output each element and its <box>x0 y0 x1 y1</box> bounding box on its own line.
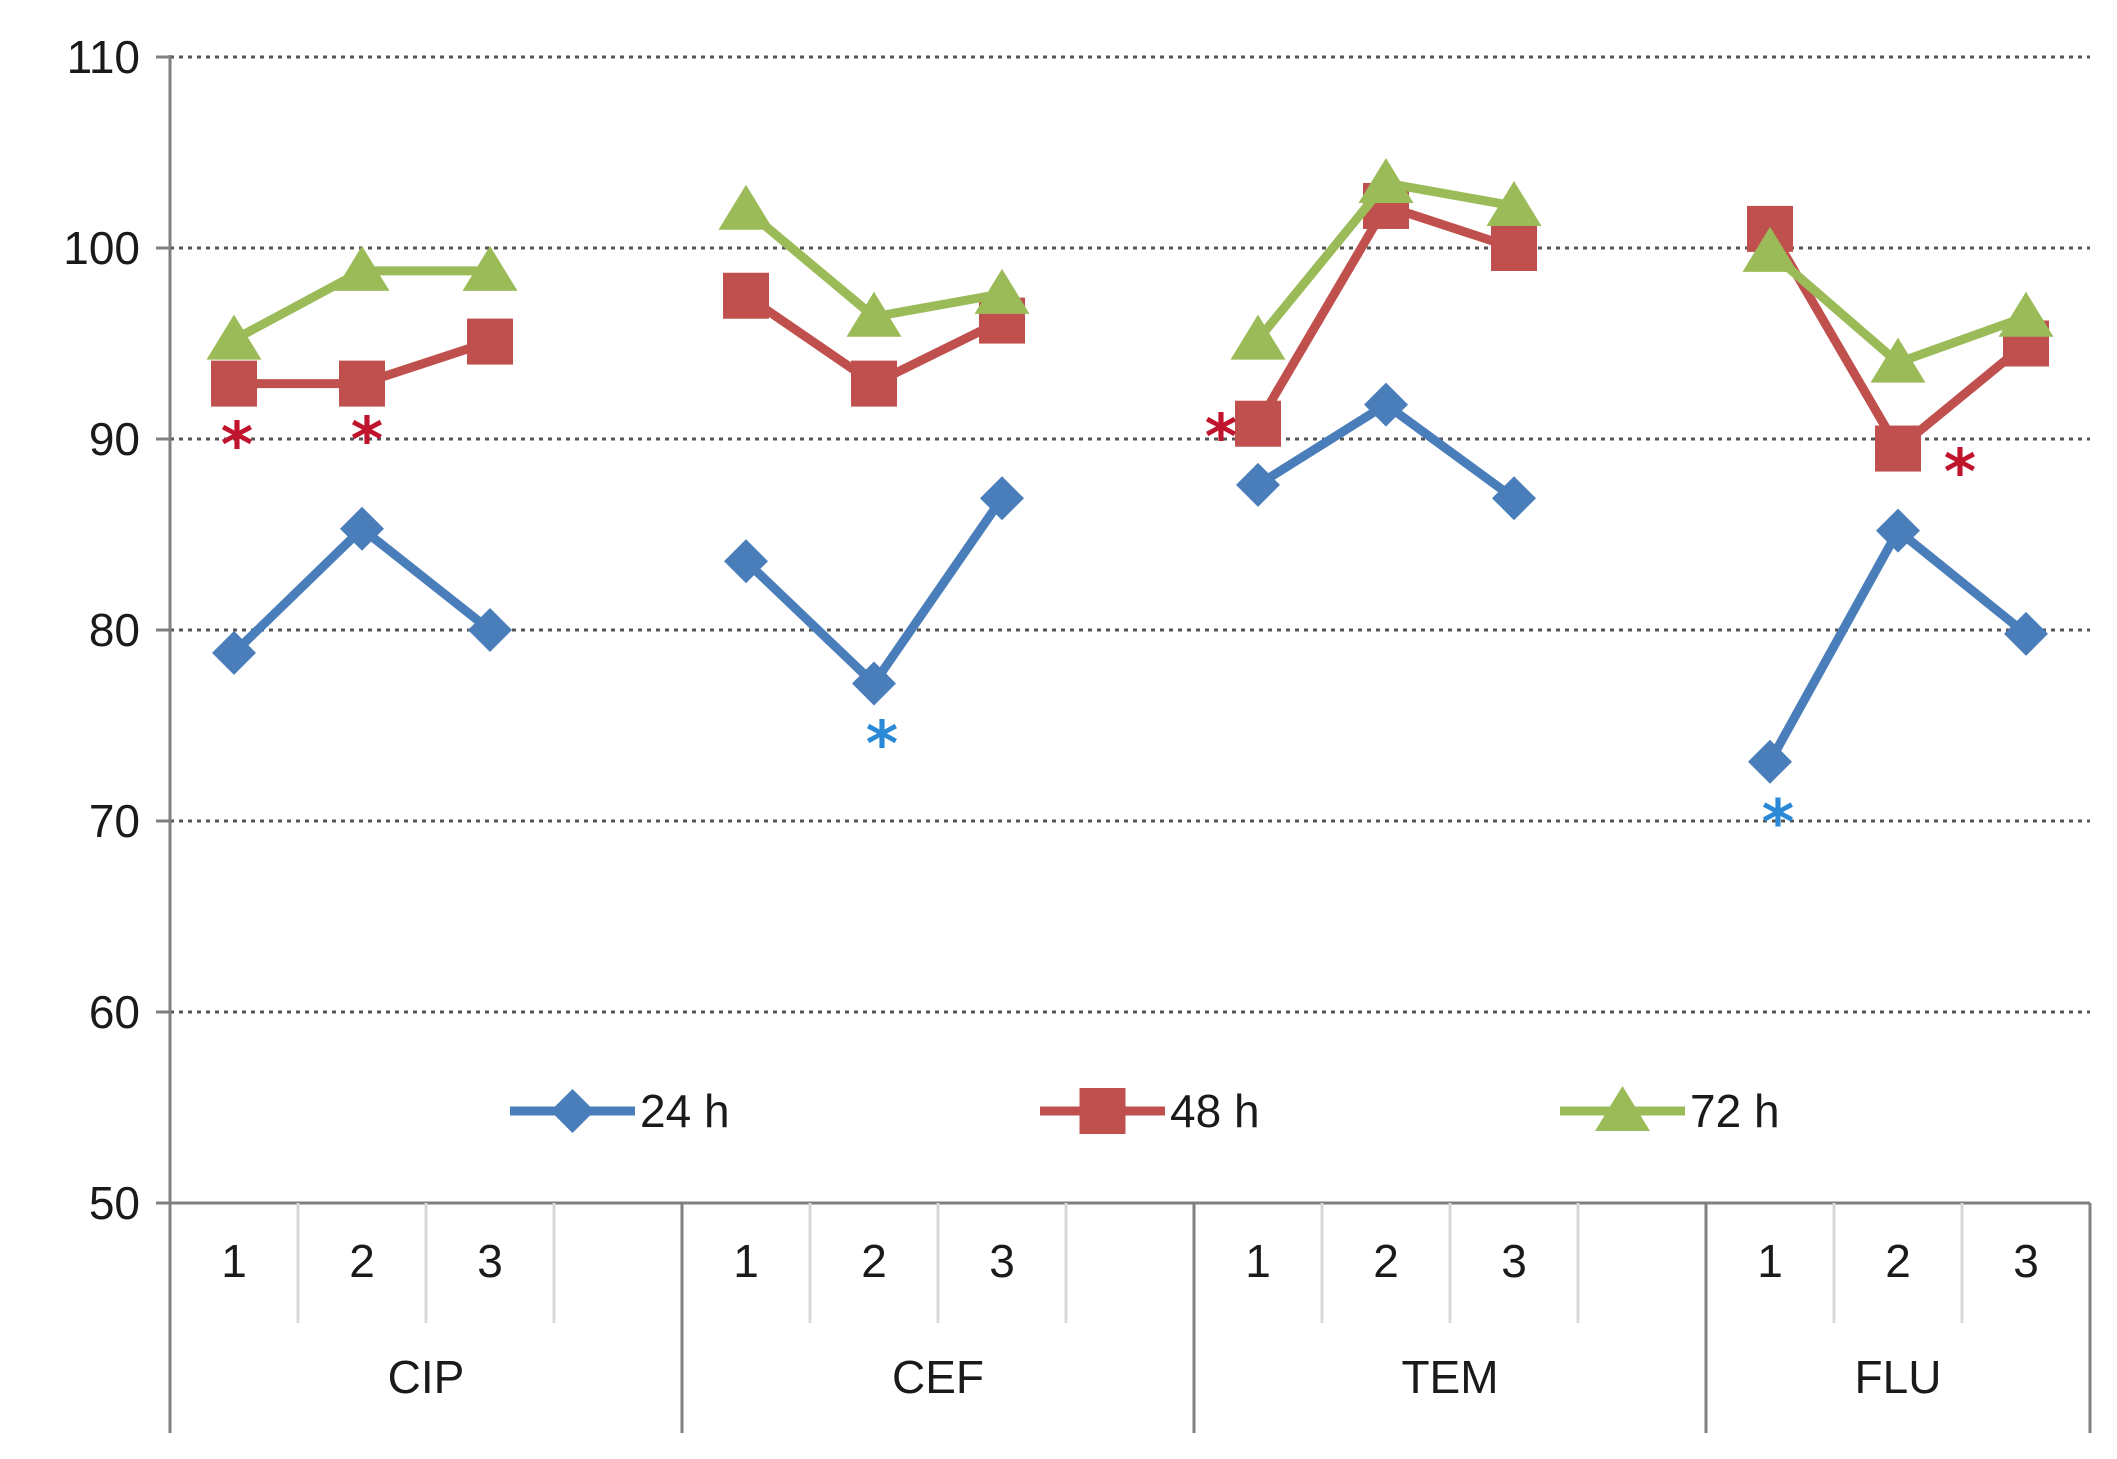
x-sub-label-TEM-1: 1 <box>1245 1235 1271 1287</box>
point-48h-tem-1 <box>1235 400 1281 447</box>
point-24h-flu-1 <box>1748 739 1792 784</box>
point-24h-tem-1 <box>1236 462 1280 507</box>
series-48h <box>211 182 2049 472</box>
y-tick-label-100: 100 <box>63 222 140 274</box>
x-sub-label-CIP-1: 1 <box>221 1235 247 1287</box>
y-tick-label-90: 90 <box>89 413 140 465</box>
significance-asterisk-2: * <box>351 404 383 477</box>
x-sub-label-FLU-1: 1 <box>1757 1235 1783 1287</box>
point-24h-cip-1 <box>212 630 256 675</box>
significance-asterisk-3: * <box>1205 401 1237 474</box>
point-72h-flu-1 <box>1742 226 1798 272</box>
y-tick-label-50: 50 <box>89 1177 140 1229</box>
point-72h-tem-3 <box>1486 180 1542 226</box>
point-24h-cef-2 <box>852 661 896 706</box>
legend-item-72h: 72 h <box>1560 1085 1780 1137</box>
x-sub-label-CIP-2: 2 <box>349 1235 375 1287</box>
legend-label-48h: 48 h <box>1170 1085 1260 1137</box>
point-24h-cef-1 <box>724 539 768 584</box>
series-line-24h-flu <box>1766 526 2029 764</box>
x-sub-label-TEM-2: 2 <box>1373 1235 1399 1287</box>
x-sub-label-FLU-3: 3 <box>2013 1235 2039 1287</box>
series-72h <box>206 158 2054 383</box>
point-72h-flu-2 <box>1870 337 1926 383</box>
point-24h-cip-2 <box>340 506 384 551</box>
legend-label-24h: 24 h <box>640 1085 730 1137</box>
x-sub-label-TEM-3: 3 <box>1501 1235 1527 1287</box>
point-72h-cip-1 <box>206 314 262 360</box>
series-line-24h-cef <box>742 495 1006 688</box>
point-72h-cip-2 <box>334 245 390 291</box>
point-48h-cef-2 <box>851 360 897 407</box>
legend-marker-72h <box>1595 1086 1650 1131</box>
point-24h-flu-2 <box>1876 508 1920 553</box>
y-tick-label-70: 70 <box>89 795 140 847</box>
x-sub-label-CEF-1: 1 <box>733 1235 759 1287</box>
series-24h <box>212 382 2048 784</box>
significance-asterisk-5: * <box>866 707 898 780</box>
legend-marker-48h <box>1079 1088 1126 1134</box>
point-72h-cef-3 <box>974 268 1030 314</box>
x-sub-label-FLU-2: 2 <box>1885 1235 1911 1287</box>
point-72h-cef-1 <box>718 184 774 230</box>
x-group-label-cef: CEF <box>892 1351 984 1403</box>
point-72h-tem-2 <box>1358 158 1414 204</box>
point-48h-tem-3 <box>1491 225 1537 271</box>
point-72h-cip-3 <box>462 245 518 291</box>
point-48h-cip-3 <box>467 318 513 365</box>
point-72h-cef-2 <box>846 291 902 337</box>
point-72h-flu-3 <box>1998 291 2054 337</box>
point-24h-cef-3 <box>980 476 1024 521</box>
x-sub-label-CEF-3: 3 <box>989 1235 1015 1287</box>
significance-asterisk-1: * <box>221 409 253 482</box>
point-24h-tem-3 <box>1492 476 1536 521</box>
point-24h-cip-3 <box>468 608 512 652</box>
significance-asterisk-6: * <box>1762 786 1794 859</box>
x-group-label-tem: TEM <box>1401 1351 1498 1403</box>
point-48h-cip-1 <box>211 360 257 407</box>
point-72h-tem-1 <box>1230 314 1286 360</box>
point-24h-flu-3 <box>2004 611 2048 656</box>
x-sub-label-CIP-3: 3 <box>477 1235 503 1287</box>
y-tick-label-60: 60 <box>89 986 140 1038</box>
legend-marker-24h <box>550 1089 595 1133</box>
y-tick-label-80: 80 <box>89 604 140 656</box>
significance-asterisk-4: * <box>1944 436 1976 509</box>
y-tick-label-110: 110 <box>67 31 140 83</box>
x-group-label-cip: CIP <box>388 1351 465 1403</box>
point-48h-flu-2 <box>1875 425 1921 472</box>
legend-label-72h: 72 h <box>1690 1085 1780 1137</box>
legend-item-48h: 48 h <box>1040 1085 1260 1137</box>
legend-item-24h: 24 h <box>510 1085 730 1137</box>
point-48h-cef-1 <box>723 272 769 319</box>
point-24h-tem-2 <box>1364 382 1408 427</box>
x-sub-label-CEF-2: 2 <box>861 1235 887 1287</box>
x-group-label-flu: FLU <box>1855 1351 1942 1403</box>
point-48h-cip-2 <box>339 360 385 407</box>
